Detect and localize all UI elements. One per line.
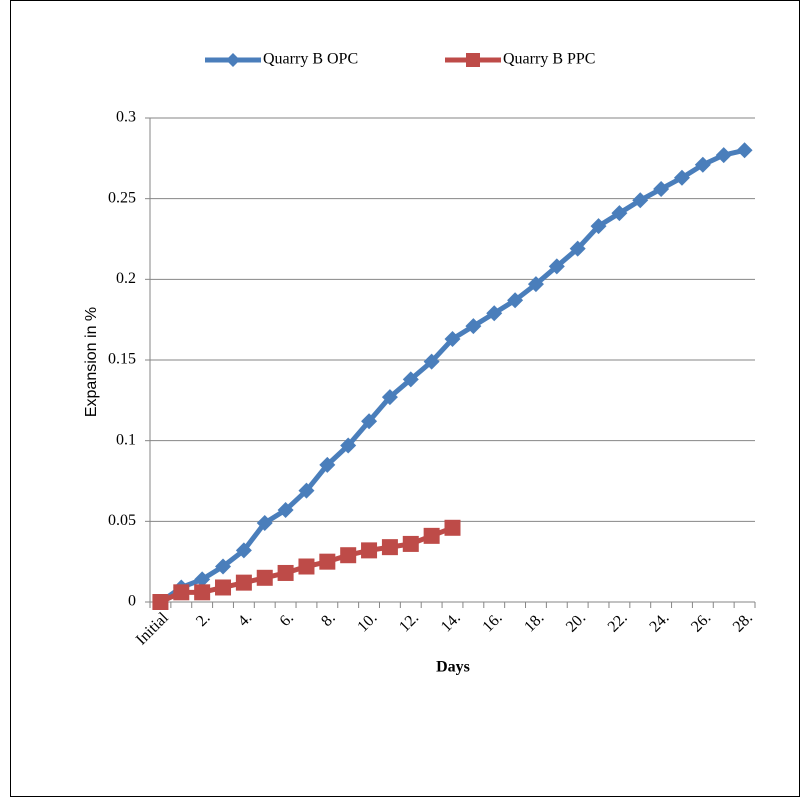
data-point (611, 205, 628, 222)
legend-label: Quarry B OPC (263, 51, 358, 68)
data-point (340, 547, 357, 564)
data-point (319, 456, 336, 473)
data-point (298, 558, 315, 575)
x-tick-label: 6. (277, 609, 298, 630)
x-tick-label: 4. (235, 609, 256, 630)
data-point (632, 192, 649, 209)
x-tick-label: Initial (133, 609, 172, 648)
y-tick-label: 0 (128, 593, 136, 610)
x-tick-label: 12. (396, 609, 422, 635)
data-point (235, 542, 252, 559)
data-point (319, 553, 336, 570)
legend-marker (226, 53, 240, 67)
y-tick-label: 0.2 (116, 270, 136, 287)
data-point (215, 579, 232, 596)
data-point (152, 594, 169, 610)
data-point (277, 502, 294, 519)
data-point (340, 437, 357, 454)
data-point (507, 292, 524, 309)
y-tick-label: 0.25 (108, 189, 136, 206)
data-point (173, 584, 190, 601)
data-point (402, 371, 419, 388)
data-point (256, 514, 273, 531)
data-point (569, 240, 586, 257)
data-point (194, 571, 211, 588)
y-tick-label: 0.05 (108, 512, 136, 529)
data-point (444, 331, 461, 348)
x-tick-label: 16. (479, 609, 505, 635)
data-point (194, 584, 211, 601)
data-point (423, 353, 440, 370)
x-tick-label: 28. (730, 609, 756, 635)
data-point (465, 318, 482, 335)
data-point (361, 413, 378, 430)
y-tick-label: 0.3 (116, 109, 136, 126)
data-point (298, 482, 315, 499)
y-tick-label: 0.1 (116, 431, 136, 448)
data-point (381, 539, 398, 556)
data-point (486, 305, 503, 322)
legend-label: Quarry B PPC (503, 51, 595, 68)
data-point (235, 574, 252, 591)
data-point (653, 180, 670, 197)
data-point (590, 218, 607, 235)
data-point (277, 564, 294, 581)
chart-border (10, 0, 800, 797)
x-tick-label: 22. (605, 609, 631, 635)
data-point (361, 542, 378, 559)
data-point (215, 558, 232, 575)
data-point (548, 258, 565, 275)
data-point (715, 147, 732, 164)
data-point (736, 142, 753, 159)
x-axis-label: Days (436, 659, 470, 676)
x-tick-label: 18. (521, 609, 547, 635)
x-tick-label: 26. (688, 609, 714, 635)
x-tick-label: 20. (563, 609, 589, 635)
data-point (381, 389, 398, 406)
x-tick-label: 14. (438, 609, 464, 635)
x-tick-label: 24. (646, 609, 672, 635)
x-tick-label: 10. (354, 609, 380, 635)
data-point (423, 527, 440, 544)
data-point (694, 156, 711, 173)
data-point (444, 519, 461, 536)
data-point (673, 169, 690, 186)
legend-marker (466, 53, 480, 67)
data-point (527, 276, 544, 293)
data-point (402, 535, 419, 552)
y-axis-label: Expansion in % (83, 307, 100, 417)
x-tick-label: 2. (193, 609, 214, 630)
data-point (256, 569, 273, 586)
y-tick-label: 0.15 (108, 351, 136, 368)
x-tick-label: 8. (318, 609, 339, 630)
